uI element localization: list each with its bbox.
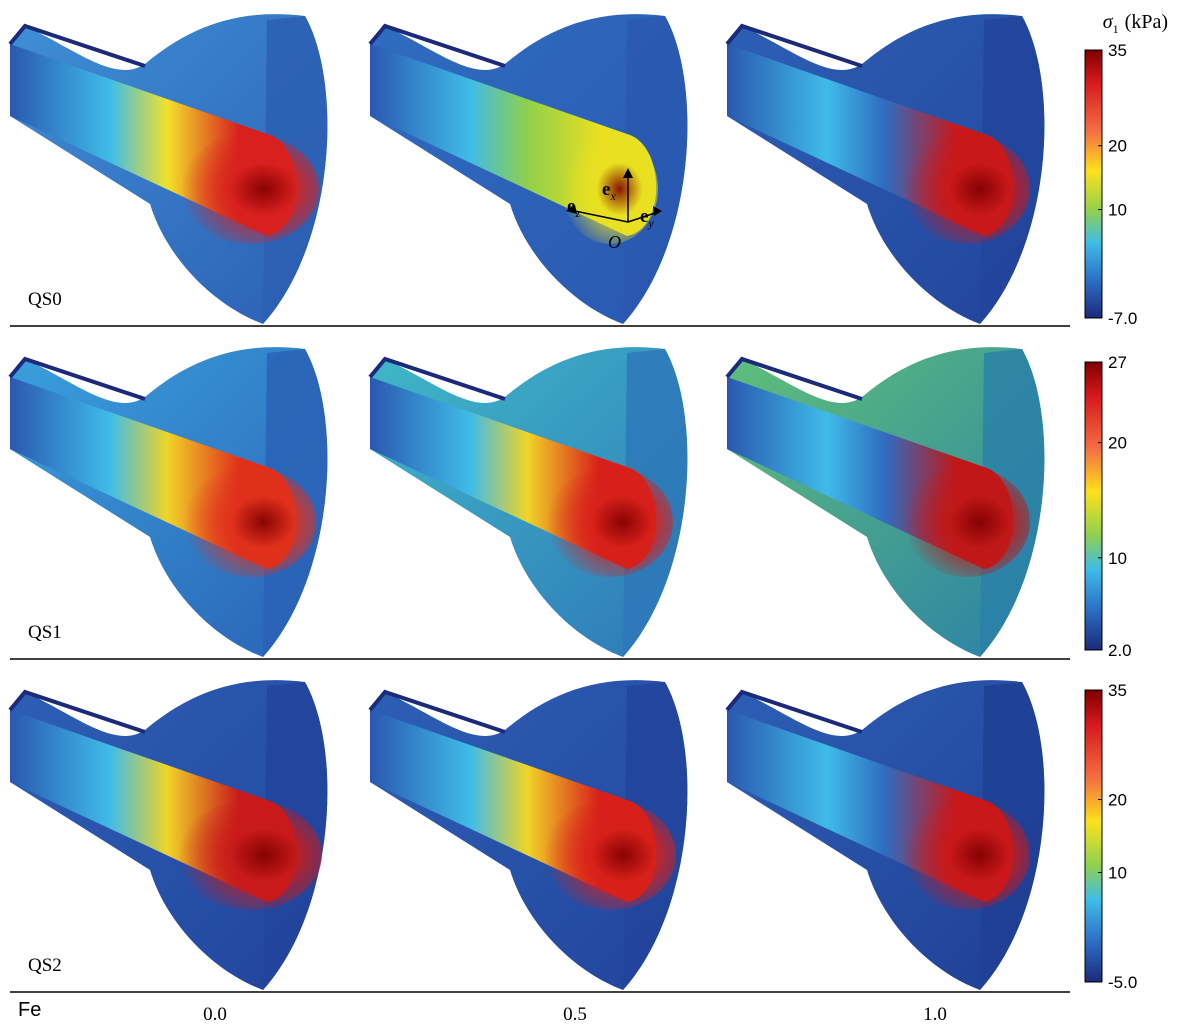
arrow-head [623, 168, 633, 178]
colorbar [1084, 49, 1103, 319]
row-label: QS1 [28, 622, 62, 643]
stress-spot [562, 134, 658, 244]
stress-spot [178, 800, 322, 910]
stress-plot [8, 14, 328, 324]
vector-subscript: z [574, 206, 580, 220]
axis-label: Fe [18, 999, 41, 1021]
stress-spot [904, 800, 1030, 910]
colorbar-tick-label: 20 [1108, 434, 1127, 453]
colorbar-tick-label: 10 [1108, 201, 1127, 220]
tube-rim [725, 689, 863, 734]
vector-subscript: y [647, 216, 654, 230]
cut-face [623, 16, 688, 324]
colorbar [1084, 361, 1103, 651]
colorbar-tick-label: 10 [1108, 864, 1127, 883]
column-label: 0.0 [203, 1004, 227, 1025]
vector-label: ex [602, 179, 616, 203]
arrow-head [566, 205, 577, 214]
column-label: 0.5 [563, 1004, 587, 1025]
stress-plot [368, 680, 688, 990]
stress-spot [547, 467, 673, 577]
tube-rim [368, 689, 506, 734]
stress-plot [725, 347, 1045, 657]
symbol: σ [1103, 11, 1114, 33]
colorbar [1084, 689, 1103, 983]
subscript: 1 [1113, 22, 1119, 36]
axis-arrow [569, 209, 629, 223]
vector-symbol: e [567, 196, 575, 217]
colorbar-tick-label: 20 [1108, 791, 1127, 810]
tube-rim [368, 356, 506, 401]
colorbar-tick-label: 10 [1108, 549, 1127, 568]
colorbar-tick-label: 27 [1108, 353, 1127, 372]
stress-plot [368, 347, 688, 657]
colorbar-title: σ1 (kPa) [1103, 11, 1168, 36]
stress-plot [8, 347, 328, 657]
colorbar-tick-label: 2.0 [1108, 641, 1132, 660]
tube-rim [725, 356, 863, 401]
colorbar-tick-label: -5.0 [1108, 973, 1137, 992]
colorbar-tick-label: 35 [1108, 41, 1127, 60]
colorbar-tick-label: -7.0 [1108, 309, 1137, 328]
row-label: QS0 [28, 289, 62, 310]
origin-label: O [608, 232, 621, 252]
stress-spot [184, 467, 316, 577]
stress-plot [725, 680, 1045, 990]
vector-symbol: e [602, 179, 610, 200]
tube-rim [368, 23, 506, 68]
vector-label: ey [640, 206, 654, 230]
colorbar-tick-label: 20 [1108, 137, 1127, 156]
tube-rim [725, 23, 863, 68]
stress-spot [904, 134, 1030, 244]
stress-plot [8, 680, 328, 990]
tube-rim [8, 689, 146, 734]
stress-spot [904, 467, 1030, 577]
row-label: QS2 [28, 955, 62, 976]
stress-spot [544, 800, 676, 910]
stress-plot [368, 14, 688, 324]
tube-rim [8, 23, 146, 68]
colorbar-tick-label: 35 [1108, 681, 1127, 700]
vector-symbol: e [640, 206, 648, 227]
axis-arrow [627, 211, 659, 223]
arrow-head [653, 206, 662, 216]
stress-plot [725, 14, 1045, 324]
vector-subscript: x [609, 189, 616, 203]
unit: (kPa) [1125, 11, 1168, 33]
vector-label: ez [567, 196, 580, 220]
column-label: 1.0 [923, 1004, 947, 1025]
stress-spot [181, 134, 319, 244]
tube-rim [8, 356, 146, 401]
